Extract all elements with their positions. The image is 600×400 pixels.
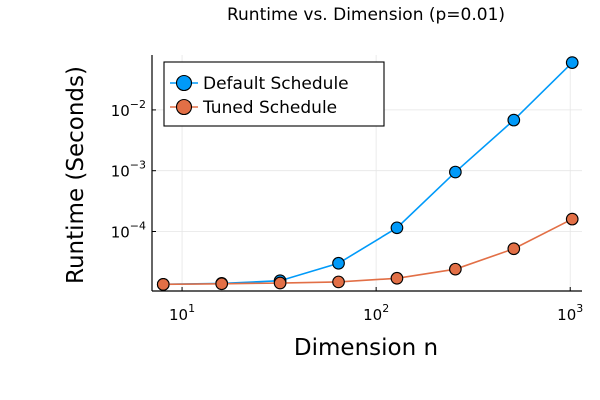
data-point — [507, 113, 521, 127]
data-point — [156, 278, 170, 291]
x-tick-label: 102 — [363, 302, 389, 324]
data-point — [332, 275, 345, 289]
x-tick-label: 103 — [557, 302, 583, 324]
data-point — [449, 262, 462, 276]
data-point — [390, 271, 404, 285]
series-line — [163, 218, 573, 286]
legend-marker — [175, 74, 193, 92]
y-axis-label: Runtime (Seconds) — [63, 66, 89, 284]
legend-label: Tuned Schedule — [202, 98, 337, 118]
data-point — [332, 256, 345, 270]
data-point — [565, 212, 579, 226]
x-tick-label: 101 — [169, 302, 195, 324]
chart-title: Runtime vs. Dimension (p=0.01) — [227, 5, 505, 25]
series-group — [156, 56, 579, 291]
data-point — [273, 276, 287, 290]
y-ticks: 10−4 10−3 10−2 — [111, 98, 156, 241]
data-point — [565, 56, 579, 69]
data-point — [507, 242, 521, 256]
legend-box — [163, 61, 385, 127]
series-1 — [156, 212, 579, 291]
y-tick-label: 10−2 — [111, 98, 146, 120]
legend-marker — [175, 98, 193, 116]
data-point — [390, 221, 404, 235]
y-tick-label: 10−3 — [111, 159, 146, 181]
legend: Default Schedule Tuned Schedule — [163, 61, 385, 127]
data-point — [215, 277, 229, 291]
data-point — [449, 165, 462, 179]
y-tick-label: 10−4 — [111, 219, 146, 241]
legend-label: Default Schedule — [203, 74, 349, 94]
axes — [151, 55, 582, 292]
x-axis-label: Dimension n — [294, 335, 438, 361]
x-ticks: 101 102 103 — [169, 287, 583, 324]
